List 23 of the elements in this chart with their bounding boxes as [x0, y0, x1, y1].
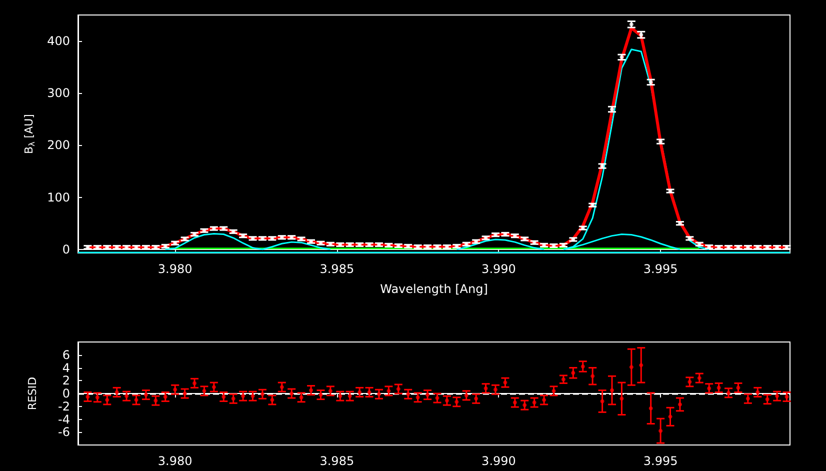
- y-tick-label: 2: [62, 374, 70, 388]
- x-tick-label: 3.995: [643, 454, 678, 468]
- y-tick-label: 0: [62, 242, 70, 256]
- y-tick-label: 400: [47, 34, 70, 48]
- y-tick-label: 6: [62, 348, 70, 362]
- x-axis-title: Wavelength [Ang]: [380, 282, 488, 296]
- y-axis-title: Bλ [AU]: [22, 114, 37, 154]
- y-tick-label: 0: [62, 386, 70, 400]
- y-tick-label: -4: [58, 412, 70, 426]
- x-tick-label: 3.990: [482, 262, 516, 276]
- y-axis-title: RESID: [26, 376, 39, 410]
- x-tick-label: 3.985: [320, 262, 354, 276]
- y-tick-label: -6: [58, 425, 70, 440]
- y-tick-label: 4: [62, 360, 70, 375]
- x-tick-label: 3.995: [643, 262, 678, 276]
- y-tick-label: 100: [47, 190, 70, 204]
- y-tick-label: -2: [58, 399, 70, 414]
- x-tick-label: 3.990: [482, 454, 516, 468]
- x-tick-label: 3.980: [158, 262, 192, 276]
- y-tick-label: 300: [47, 86, 70, 100]
- x-tick-label: 3.985: [320, 454, 354, 468]
- x-tick-label: 3.980: [158, 454, 192, 468]
- y-tick-label: 200: [47, 138, 70, 152]
